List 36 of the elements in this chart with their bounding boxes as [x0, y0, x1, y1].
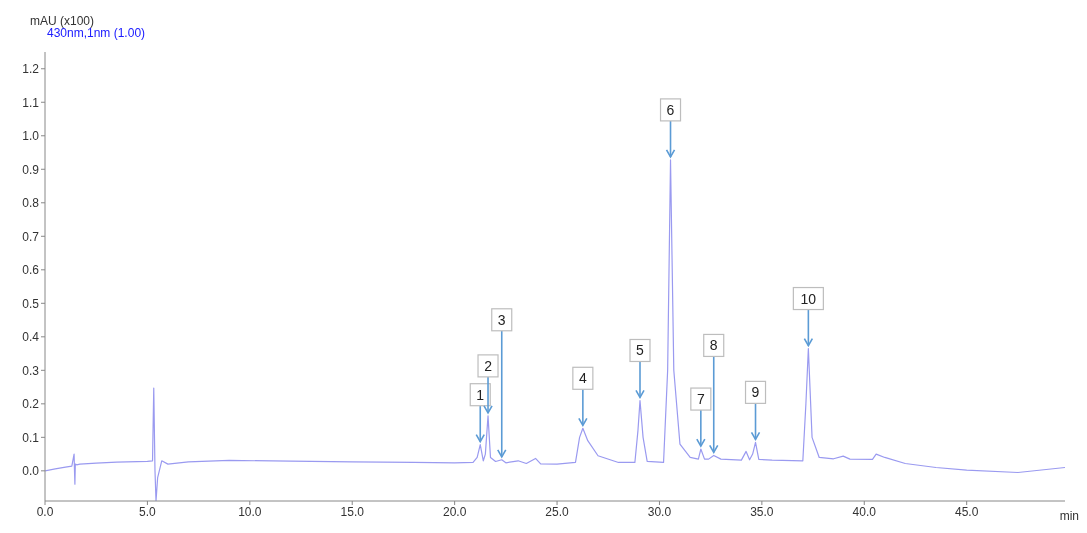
y-axis-title: mAU (x100) — [30, 14, 94, 28]
y-tick-label: 0.0 — [22, 464, 40, 479]
x-tick-label: 20.0 — [442, 504, 467, 519]
y-tick-label: 0.4 — [22, 330, 40, 345]
annotation: 4 — [578, 370, 587, 387]
annotation: 9 — [751, 384, 760, 401]
x-tick-label: 10.0 — [238, 504, 262, 519]
x-axis-title: min — [1059, 509, 1079, 523]
x-tick-label: 45.0 — [955, 504, 979, 519]
annotation: 3 — [497, 311, 506, 328]
x-tick-label: 35.0 — [750, 504, 774, 519]
annotation: 6 — [666, 101, 675, 118]
y-tick-label: 0.2 — [22, 397, 40, 412]
y-tick-label: 0.8 — [22, 196, 40, 211]
y-tick-label: 0.6 — [22, 263, 40, 278]
y-tick-label: 0.9 — [22, 162, 40, 177]
x-tick-label: 30.0 — [647, 504, 672, 519]
x-tick-label: 40.0 — [852, 504, 877, 519]
annotation: 7 — [696, 391, 705, 408]
annotation: 8 — [709, 337, 718, 354]
annotation: 1 — [476, 386, 485, 403]
x-tick-label: 25.0 — [545, 504, 570, 519]
annotation: 5 — [636, 342, 645, 359]
y-tick-label: 1.1 — [22, 95, 40, 110]
y-tick-label: 1.0 — [22, 129, 40, 144]
y-tick-label: 0.5 — [22, 296, 40, 311]
y-tick-label: 0.3 — [22, 363, 40, 378]
x-tick-label: 15.0 — [340, 504, 365, 519]
x-tick-label: 5.0 — [139, 504, 157, 519]
annotation: 2 — [484, 357, 493, 374]
y-tick-label: 0.7 — [22, 229, 40, 244]
y-tick-label: 0.1 — [22, 430, 40, 445]
y-tick-label: 1.2 — [22, 62, 40, 77]
x-tick-label: 0.0 — [36, 504, 54, 519]
text: 430nm,1nm (1.00) — [47, 26, 146, 40]
annotation: 10 — [800, 290, 817, 307]
